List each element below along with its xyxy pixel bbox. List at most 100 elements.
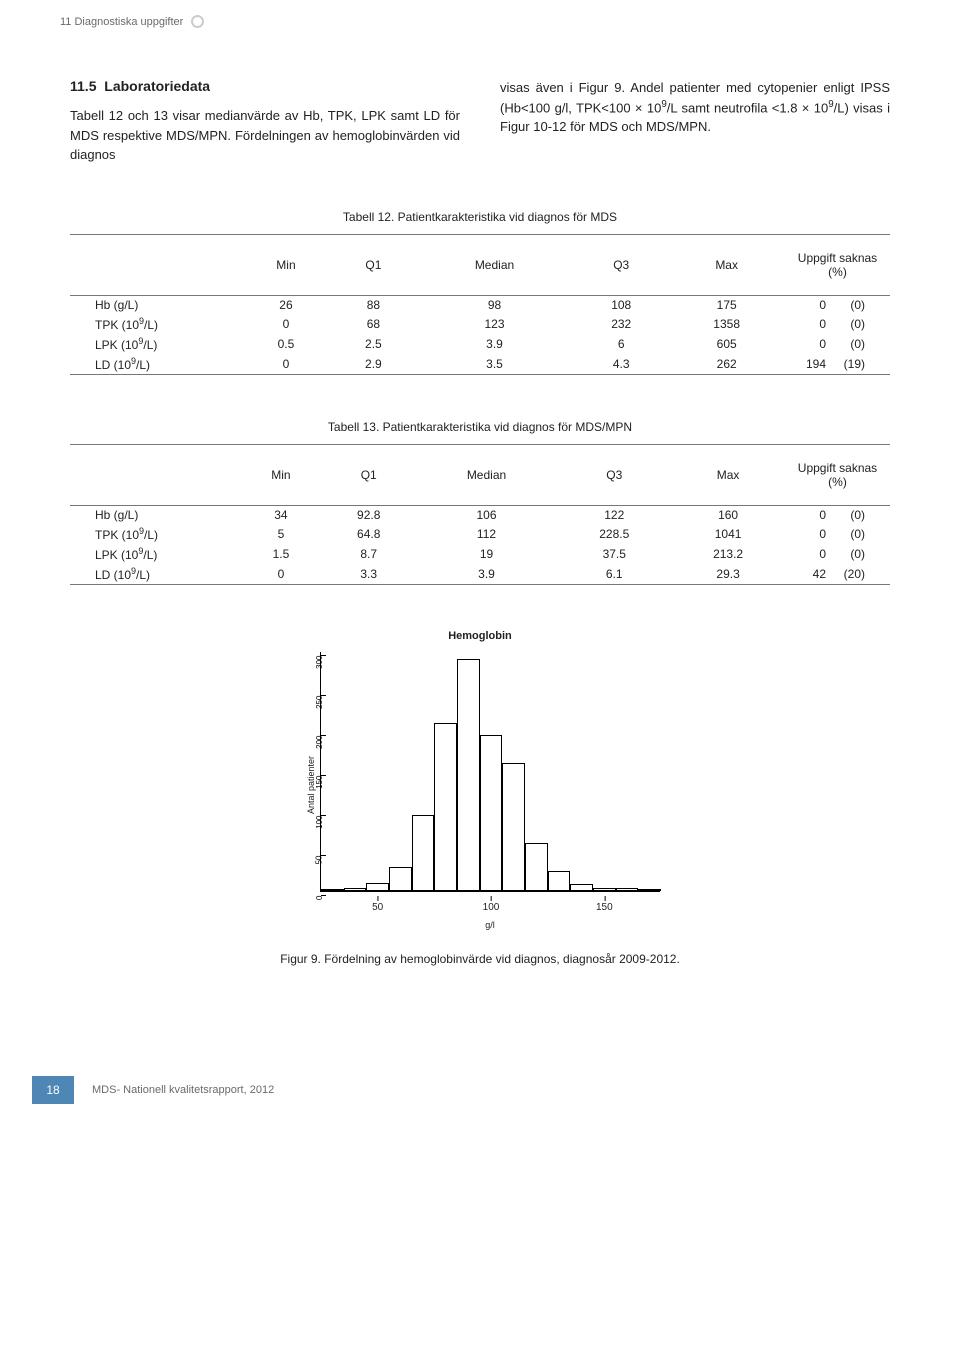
table-cell: 19 xyxy=(416,544,558,564)
table-header-cell xyxy=(70,444,240,505)
table-row: LPK (109/L)0.52.53.966050(0) xyxy=(70,334,890,354)
table-header-cell: Uppgift saknas(%) xyxy=(785,234,890,295)
page-header: 11 Diagnostiska uppgifter xyxy=(60,15,890,28)
table-row: LD (109/L)02.93.54.3262194(19) xyxy=(70,354,890,375)
intro-left-col: 11.5 Laboratoriedata Tabell 12 och 13 vi… xyxy=(70,78,460,165)
header-section-text: 11 Diagnostiska uppgifter xyxy=(60,16,183,28)
chart-xlabel: g/l xyxy=(320,920,660,930)
table-cell: 34 xyxy=(240,505,322,524)
table-header-cell: Uppgift saknas(%) xyxy=(785,444,890,505)
table-cell: 228.5 xyxy=(557,524,671,544)
chart-title: Hemoglobin xyxy=(260,630,700,642)
table-header-cell: Q1 xyxy=(322,444,416,505)
row-label: TPK (109/L) xyxy=(70,524,240,544)
table-cell: 0 xyxy=(785,314,830,334)
table-cell: 1041 xyxy=(671,524,785,544)
table-row: Hb (g/L)3492.81061221600(0) xyxy=(70,505,890,524)
table-cell: 0 xyxy=(240,564,322,585)
table-cell: 4.3 xyxy=(574,354,668,375)
row-label: LD (109/L) xyxy=(70,354,240,375)
table-cell: (19) xyxy=(830,354,890,375)
table-cell: 0.5 xyxy=(240,334,332,354)
table-cell: 160 xyxy=(671,505,785,524)
table-cell: 3.3 xyxy=(322,564,416,585)
x-tick: 50 xyxy=(372,902,383,913)
table-cell: 262 xyxy=(668,354,785,375)
table-cell: 6.1 xyxy=(557,564,671,585)
page-number-box: 18 xyxy=(32,1076,74,1104)
chart-bars xyxy=(321,652,660,891)
histogram-chart: Hemoglobin Antal patienter 50100150 0501… xyxy=(260,630,700,940)
table-cell: 605 xyxy=(668,334,785,354)
row-label: Hb (g/L) xyxy=(70,295,240,314)
histogram-bar xyxy=(457,659,480,891)
histogram-bar xyxy=(412,815,435,891)
figure-9-caption: Figur 9. Fördelning av hemoglobinvärde v… xyxy=(70,952,890,966)
table-cell: (0) xyxy=(830,524,890,544)
table-header-cell: Min xyxy=(240,234,332,295)
histogram-bar xyxy=(389,867,412,891)
table13-body: Hb (g/L)3492.81061221600(0)TPK (109/L)56… xyxy=(70,505,890,584)
table-row: LPK (109/L)1.58.71937.5213.20(0) xyxy=(70,544,890,564)
table-row: LD (109/L)03.33.96.129.342(20) xyxy=(70,564,890,585)
table-cell: 88 xyxy=(332,295,415,314)
table-header-cell: Min xyxy=(240,444,322,505)
chart-plot-area: 50100150 050100150200250300 xyxy=(320,652,660,892)
table-cell: (20) xyxy=(830,564,890,585)
table-cell: 0 xyxy=(240,354,332,375)
table13-caption: Tabell 13. Patientkarakteristika vid dia… xyxy=(70,420,890,434)
table-cell: 0 xyxy=(240,314,332,334)
table-cell: 1358 xyxy=(668,314,785,334)
table-cell: 123 xyxy=(415,314,574,334)
table12-caption: Tabell 12. Patientkarakteristika vid dia… xyxy=(70,210,890,224)
section-heading: 11.5 Laboratoriedata xyxy=(70,78,460,94)
page-footer: 18 MDS- Nationell kvalitetsrapport, 2012 xyxy=(70,1076,890,1104)
table-cell: 68 xyxy=(332,314,415,334)
histogram-bar xyxy=(616,888,639,890)
histogram-bar xyxy=(344,888,367,890)
table-cell: 0 xyxy=(785,334,830,354)
table-cell: 194 xyxy=(785,354,830,375)
table-row: TPK (109/L)564.8112228.510410(0) xyxy=(70,524,890,544)
table12-head-row: MinQ1MedianQ3MaxUppgift saknas(%) xyxy=(70,234,890,295)
table-cell: 92.8 xyxy=(322,505,416,524)
table-header-cell xyxy=(70,234,240,295)
table-cell: 29.3 xyxy=(671,564,785,585)
header-circle-icon xyxy=(191,15,204,28)
histogram-bar xyxy=(638,889,661,891)
figure-9: Hemoglobin Antal patienter 50100150 0501… xyxy=(70,630,890,966)
table-cell: 3.5 xyxy=(415,354,574,375)
histogram-bar xyxy=(502,763,525,891)
table-row: TPK (109/L)06812323213580(0) xyxy=(70,314,890,334)
row-label: Hb (g/L) xyxy=(70,505,240,524)
table-cell: 108 xyxy=(574,295,668,314)
table13-head-row: MinQ1MedianQ3MaxUppgift saknas(%) xyxy=(70,444,890,505)
table-cell: 3.9 xyxy=(415,334,574,354)
table-cell: (0) xyxy=(830,334,890,354)
table-cell: 8.7 xyxy=(322,544,416,564)
histogram-bar xyxy=(480,735,503,891)
table-header-cell: Median xyxy=(415,234,574,295)
x-tick: 100 xyxy=(483,902,500,913)
table-cell: (0) xyxy=(830,544,890,564)
table-cell: 1.5 xyxy=(240,544,322,564)
table12-body: Hb (g/L)2688981081750(0)TPK (109/L)06812… xyxy=(70,295,890,374)
row-label: LPK (109/L) xyxy=(70,544,240,564)
table-cell: 2.5 xyxy=(332,334,415,354)
table-cell: 98 xyxy=(415,295,574,314)
section-number: 11.5 xyxy=(70,78,96,94)
intro-left-text: Tabell 12 och 13 visar medianvärde av Hb… xyxy=(70,106,460,165)
table-header-cell: Q1 xyxy=(332,234,415,295)
table-cell: 64.8 xyxy=(322,524,416,544)
histogram-bar xyxy=(548,871,571,891)
row-label: LD (109/L) xyxy=(70,564,240,585)
table-row: Hb (g/L)2688981081750(0) xyxy=(70,295,890,314)
row-label: LPK (109/L) xyxy=(70,334,240,354)
table-cell: (0) xyxy=(830,505,890,524)
table-header-cell: Max xyxy=(671,444,785,505)
intro-columns: 11.5 Laboratoriedata Tabell 12 och 13 vi… xyxy=(70,78,890,165)
table-header-cell: Q3 xyxy=(574,234,668,295)
histogram-bar xyxy=(321,889,344,891)
table13: MinQ1MedianQ3MaxUppgift saknas(%) Hb (g/… xyxy=(70,444,890,585)
table-cell: 0 xyxy=(785,524,830,544)
